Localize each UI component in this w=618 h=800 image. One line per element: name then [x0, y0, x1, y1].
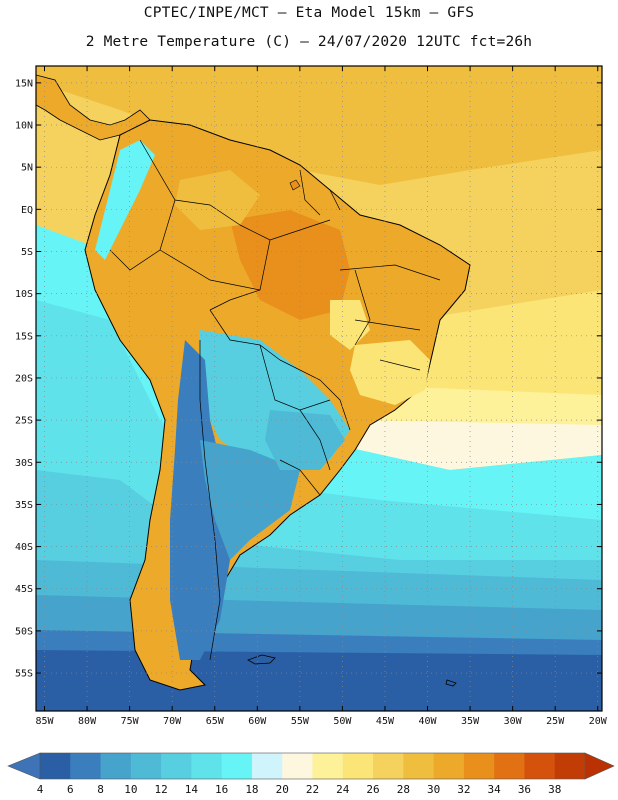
- lat-label: 15N: [15, 78, 33, 89]
- south-georgia-island: [445, 679, 457, 687]
- colorbar-swatch: [403, 753, 435, 779]
- colorbar-swatch: [524, 753, 556, 779]
- lon-label: 40W: [418, 716, 437, 727]
- lon-label: 55W: [291, 716, 310, 727]
- lat-label: 50S: [15, 626, 33, 637]
- colorbar-swatch: [251, 753, 283, 779]
- colorbar-swatch: [100, 753, 132, 779]
- lon-label: 75W: [121, 716, 140, 727]
- colorbar-swatch: [282, 753, 313, 779]
- lat-label: 30S: [15, 458, 33, 469]
- colorbar-label: 16: [215, 783, 228, 796]
- colorbar-label: 14: [185, 783, 199, 796]
- lat-label: 45S: [15, 584, 33, 595]
- ocean-band-4: [36, 650, 602, 711]
- colorbar-swatch: [494, 753, 525, 779]
- colorbar-swatch: [130, 753, 162, 779]
- lat-label: 55S: [15, 669, 33, 680]
- colorbar-swatch: [463, 753, 495, 779]
- lon-label: 85W: [35, 716, 54, 727]
- colorbar-label: 32: [457, 783, 470, 796]
- map-axes: 15N 10N 5N EQ 5S 10S 15S 20S 25S 30S 35S 40S 45S 50S 5…: [15, 66, 608, 727]
- lon-label: 65W: [206, 716, 225, 727]
- lon-label: 30W: [504, 716, 523, 727]
- northern-andes-cool-strip: [95, 140, 155, 260]
- colorbar-swatch: [554, 753, 586, 779]
- lon-label: 50W: [333, 716, 352, 727]
- map-title-variable: 2 Metre Temperature (C) – 24/07/2020 12U…: [85, 34, 533, 50]
- colorbar-under-arrow: [7, 752, 41, 780]
- southeast-brazil-zone: [350, 340, 430, 405]
- colorbar-over-arrow: [584, 752, 615, 780]
- lat-label: 5S: [21, 247, 33, 258]
- atlantic-band-20: [350, 420, 602, 470]
- colorbar-label: 4: [37, 783, 44, 796]
- colorbar-swatch: [191, 753, 223, 779]
- colorbar-swatch: [373, 753, 404, 779]
- lon-label: 45W: [376, 716, 395, 727]
- lat-label: 40S: [15, 542, 33, 553]
- colorbar-label: 28: [397, 783, 410, 796]
- central-brazil-mild: [330, 300, 370, 350]
- colorbar-label: 12: [154, 783, 167, 796]
- lon-label: 70W: [163, 716, 182, 727]
- colorbar-label: 8: [97, 783, 104, 796]
- andes-cold-zone: [170, 340, 230, 660]
- colorbar-swatch: [40, 753, 71, 779]
- pampas-cool-zone: [200, 440, 300, 560]
- lon-label: 60W: [248, 716, 267, 727]
- colorbar-swatch: [312, 753, 344, 779]
- lat-label: 10S: [15, 289, 33, 300]
- color-legend: 4 6 8 10 12 14 16 18 20 22 24 26 28 30 32 34 36 38: [7, 752, 615, 796]
- colorbar-label: 10: [124, 783, 137, 796]
- colorbar-swatch: [433, 753, 465, 779]
- colorbar-label: 22: [306, 783, 319, 796]
- colorbar-label: 24: [336, 783, 350, 796]
- lon-label: 35W: [461, 716, 480, 727]
- colorbar-label: 20: [276, 783, 289, 796]
- northern-warm-band: [36, 66, 602, 185]
- colorbar-swatch: [70, 753, 101, 779]
- lat-label: EQ: [21, 205, 33, 216]
- lat-label: 20S: [15, 373, 33, 384]
- colorbar-outline: [39, 752, 586, 780]
- falkland-islands: [247, 654, 276, 665]
- colorbar-swatch: [161, 753, 192, 779]
- colorbar-label: 30: [427, 783, 440, 796]
- colorbar-label: 6: [67, 783, 74, 796]
- country-borders: [109, 139, 441, 661]
- amazon-hot-zone: [230, 210, 350, 320]
- lat-label: 15S: [15, 331, 33, 342]
- lat-label: 25S: [15, 416, 33, 427]
- map-title-source: CPTEC/INPE/MCT – Eta Model 15km – GFS: [143, 5, 475, 21]
- lat-label: 35S: [15, 500, 33, 511]
- colorbar-swatch: [342, 753, 374, 779]
- colorbar-label: 18: [245, 783, 258, 796]
- lon-label: 25W: [546, 716, 565, 727]
- colorbar-label: 38: [548, 783, 561, 796]
- colorbar-swatch: [221, 753, 253, 779]
- lon-label: 80W: [78, 716, 97, 727]
- lat-label: 5N: [21, 163, 33, 174]
- northwest-warm-zone: [175, 170, 260, 230]
- colorbar-label: 36: [518, 783, 531, 796]
- colorbar-label: 26: [366, 783, 379, 796]
- lon-label: 20W: [589, 716, 608, 727]
- map-frame: [35, 65, 603, 712]
- lat-label: 10N: [15, 121, 33, 132]
- colorbar-label: 34: [488, 783, 502, 796]
